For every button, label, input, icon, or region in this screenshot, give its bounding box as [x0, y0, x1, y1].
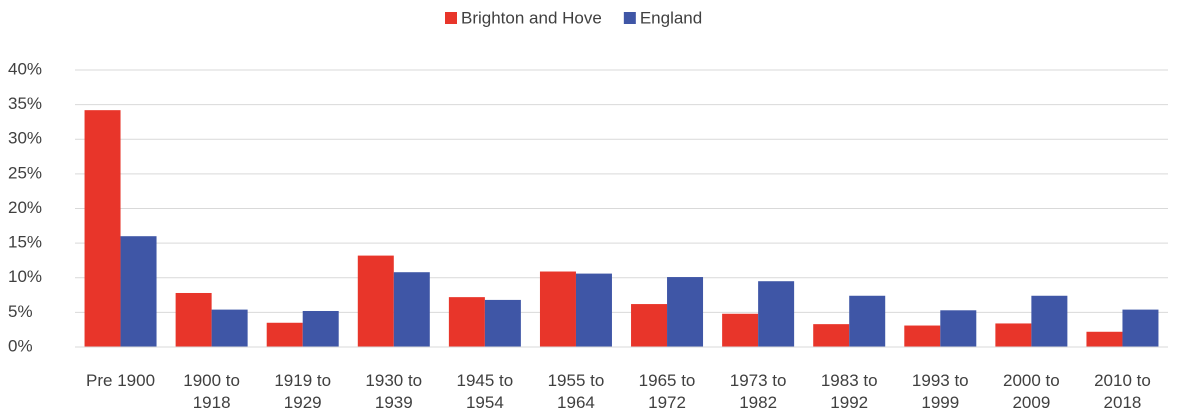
- legend-label: England: [640, 8, 702, 27]
- bar: [667, 277, 704, 347]
- bar: [1122, 309, 1159, 347]
- x-tick-label: 2000 to 2009: [1003, 371, 1060, 412]
- bar: [84, 110, 121, 347]
- bar: [995, 323, 1032, 347]
- bar: [266, 322, 303, 347]
- y-tick-label: 15%: [8, 233, 42, 252]
- y-tick-label: 25%: [8, 163, 42, 182]
- x-tick-label: 1983 to 1992: [820, 371, 878, 412]
- bar: [1031, 295, 1068, 347]
- bar: [539, 271, 576, 347]
- legend-swatch: [445, 12, 457, 24]
- x-tick-label: 1973 to 1982: [729, 371, 787, 412]
- y-tick-label: 5%: [8, 302, 33, 321]
- bar: [758, 281, 795, 347]
- legend-label: Brighton and Hove: [461, 8, 602, 27]
- bar: [393, 272, 430, 347]
- bar: [484, 299, 521, 347]
- legend-swatch: [623, 12, 636, 24]
- bar: [175, 292, 212, 347]
- bar: [211, 309, 248, 347]
- bar: [357, 255, 394, 347]
- bar: [575, 273, 612, 347]
- x-tick-label: 1900 to 1918: [183, 371, 240, 412]
- x-tick-label: 1919 to 1929: [274, 371, 332, 412]
- y-tick-label: 10%: [8, 267, 42, 286]
- y-tick-label: 20%: [8, 198, 42, 217]
- x-tick-label: 2010 to 2018: [1094, 371, 1151, 412]
- bar: [904, 325, 941, 347]
- bar: [302, 310, 339, 347]
- bar: [940, 310, 977, 347]
- bar: [813, 324, 850, 347]
- bar: [722, 313, 759, 347]
- bar: [849, 295, 886, 347]
- y-tick-label: 30%: [8, 129, 42, 148]
- x-tick-label: 1945 to 1954: [456, 371, 514, 412]
- x-tick-label: 1955 to 1964: [547, 371, 605, 412]
- bar: [448, 297, 485, 347]
- y-tick-label: 35%: [8, 94, 42, 113]
- bar: [120, 236, 157, 347]
- x-tick-label: 1930 to 1939: [365, 371, 423, 412]
- bar: [631, 304, 668, 347]
- x-tick-label: Pre 1900: [86, 371, 156, 390]
- y-tick-label: 0%: [8, 336, 33, 355]
- x-tick-label: 1965 to 1972: [638, 371, 696, 412]
- x-tick-label: 1993 to 1999: [911, 371, 969, 412]
- y-tick-label: 40%: [8, 59, 42, 78]
- bar: [1086, 331, 1123, 347]
